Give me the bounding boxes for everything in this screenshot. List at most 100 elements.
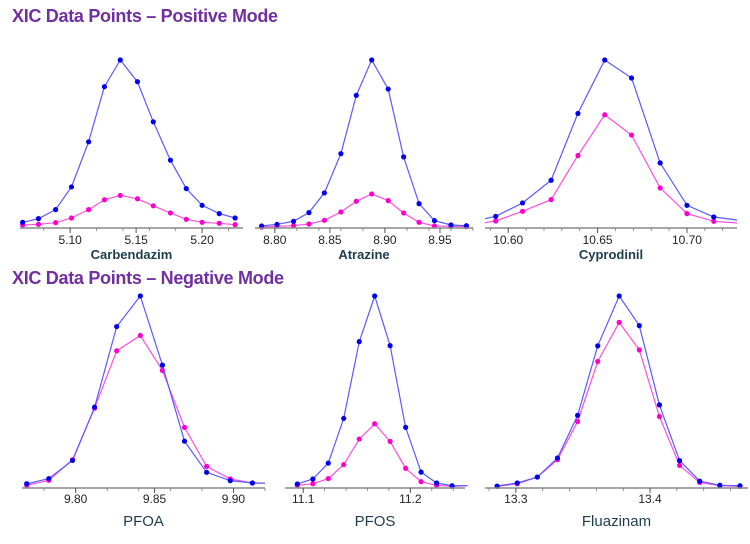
x-tick-label: 8.90 [373, 233, 397, 247]
data-point-magenta [684, 211, 690, 217]
data-point-blue [401, 154, 407, 160]
data-point-magenta [616, 319, 622, 325]
data-point-magenta [595, 358, 601, 365]
data-point-magenta [167, 210, 174, 216]
data-point-blue [249, 480, 255, 486]
series-line-blue [22, 58, 236, 223]
data-point-blue [372, 293, 378, 299]
data-point-blue [514, 480, 520, 486]
data-point-blue [181, 438, 188, 444]
data-point-magenta [548, 197, 554, 203]
data-point-magenta [657, 185, 663, 191]
data-point-magenta [602, 112, 608, 118]
data-point-magenta [101, 197, 108, 203]
x-tick-label: 13.4 [638, 492, 662, 506]
series-line-blue [484, 59, 738, 221]
data-point-blue [548, 177, 554, 183]
data-point-magenta [416, 219, 422, 225]
chart-carbendazim: 5.10 5.15 5.20 Carbendazim [20, 57, 243, 262]
data-point-magenta [183, 216, 189, 222]
series-line-magenta [497, 321, 740, 487]
data-point-blue [183, 185, 189, 192]
data-point-blue [574, 412, 581, 418]
x-tick-label: 11.2 [399, 492, 422, 506]
chart-title: Fluazinam [582, 513, 651, 530]
data-point-magenta [574, 418, 581, 425]
data-point-magenta [369, 191, 375, 197]
data-point-blue [636, 323, 642, 329]
data-point-blue [274, 221, 280, 227]
data-point-magenta [181, 424, 188, 431]
data-point-magenta [321, 217, 327, 223]
data-point-blue [353, 92, 359, 99]
data-point-blue [416, 201, 422, 207]
data-point-blue [227, 478, 233, 484]
data-point-blue [232, 215, 238, 221]
data-point-blue [325, 460, 331, 466]
data-point-blue [684, 202, 690, 208]
data-point-blue [114, 323, 120, 330]
data-point-magenta [341, 462, 347, 468]
data-point-magenta [232, 222, 238, 228]
data-point-magenta [676, 462, 683, 469]
data-point-blue [216, 211, 222, 217]
data-point-magenta [114, 348, 120, 354]
data-point-blue [35, 216, 42, 222]
data-point-blue [448, 222, 454, 228]
data-point-blue [534, 474, 540, 480]
data-point-magenta [656, 413, 663, 420]
data-point-blue [310, 476, 316, 482]
data-point-blue [338, 151, 344, 157]
data-point-magenta [338, 209, 344, 215]
chart-pfoa: 9.80 9.85 9.90 PFOA [22, 293, 266, 530]
data-point-magenta [493, 218, 499, 224]
x-tick-label: 9.90 [222, 492, 246, 506]
data-point-magenta [137, 332, 143, 339]
data-point-blue [321, 190, 327, 196]
data-point-blue [575, 110, 581, 117]
data-point-blue [387, 343, 393, 349]
data-point-magenta [134, 196, 141, 202]
series-line-magenta [297, 422, 468, 488]
data-point-blue [290, 218, 297, 224]
data-point-blue [204, 469, 210, 475]
data-point-blue [628, 75, 635, 81]
data-point-magenta [385, 198, 391, 204]
data-point-blue [385, 86, 391, 92]
x-tick-label: 5.15 [124, 233, 148, 247]
data-point-blue [369, 57, 375, 63]
series-line-blue [261, 58, 467, 227]
data-point-magenta [310, 481, 316, 487]
data-point-blue [418, 469, 424, 475]
data-point-magenta [353, 198, 359, 204]
data-point-magenta [199, 219, 205, 225]
chart-fluazinam: 13.3 13.4 Fluazinam [485, 293, 748, 530]
data-point-blue [554, 455, 561, 461]
series-line-blue [26, 294, 266, 485]
data-point-blue [519, 200, 526, 206]
data-point-blue [737, 483, 743, 489]
series-line-magenta [484, 113, 738, 224]
data-point-blue [676, 458, 683, 464]
series-line-magenta [26, 334, 266, 486]
data-point-blue [711, 214, 717, 220]
positive-mode-title: XIC Data Points – Positive Mode [12, 6, 278, 26]
data-point-blue [616, 293, 622, 299]
data-point-magenta [636, 347, 642, 353]
data-point-magenta [204, 463, 210, 469]
data-point-blue [137, 293, 143, 299]
data-point-magenta [628, 132, 635, 138]
x-tick-label: 13.3 [504, 492, 528, 506]
data-point-blue [46, 475, 52, 482]
data-point-magenta [575, 152, 581, 159]
data-point-blue [117, 57, 123, 63]
data-point-blue [697, 478, 703, 484]
chart-title: PFOS [355, 513, 396, 530]
data-point-blue [86, 139, 92, 145]
x-tick-label: 11.1 [292, 492, 315, 506]
data-point-blue [199, 202, 205, 208]
data-point-blue [150, 119, 156, 125]
x-tick-label: 9.85 [143, 492, 167, 506]
data-point-magenta [519, 208, 526, 214]
data-point-blue [20, 219, 26, 225]
